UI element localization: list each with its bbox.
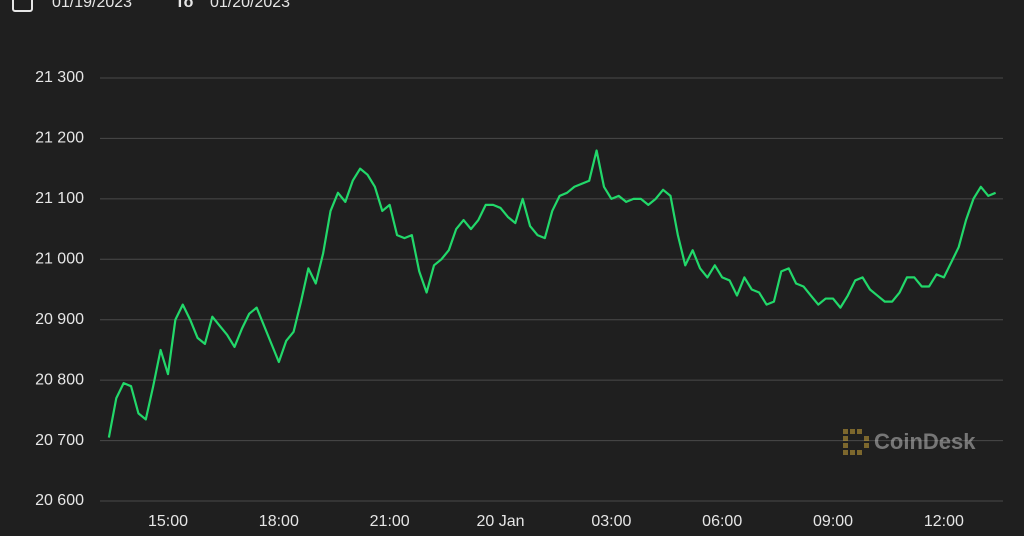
logo-text: CoinDesk: [874, 429, 976, 454]
y-tick-label: 20 800: [35, 371, 84, 388]
date-separator: To: [175, 0, 194, 11]
x-tick-label: 18:00: [259, 513, 299, 530]
x-tick-label: 06:00: [702, 513, 742, 530]
y-tick-label: 20 700: [35, 432, 84, 449]
x-tick-label: 09:00: [813, 513, 853, 530]
logo: CoinDesk: [843, 429, 976, 455]
y-tick-label: 21 100: [35, 190, 84, 207]
x-tick-label: 21:00: [370, 513, 410, 530]
y-tick-label: 21 200: [35, 130, 84, 147]
x-tick-label: 12:00: [924, 513, 964, 530]
y-tick-label: 20 900: [35, 311, 84, 328]
y-tick-label: 20 600: [35, 492, 84, 509]
date-to: 01/20/2023: [210, 0, 290, 11]
x-tick-label: 03:00: [591, 513, 631, 530]
x-tick-label: 20 Jan: [476, 513, 524, 530]
y-tick-label: 21 300: [35, 69, 84, 86]
date-checkbox[interactable]: [12, 0, 33, 12]
y-tick-label: 21 000: [35, 251, 84, 268]
logo-icon: [843, 429, 869, 455]
x-tick-label: 15:00: [148, 513, 188, 530]
price-line: [107, 149, 997, 438]
date-from: 01/19/2023: [52, 0, 132, 11]
